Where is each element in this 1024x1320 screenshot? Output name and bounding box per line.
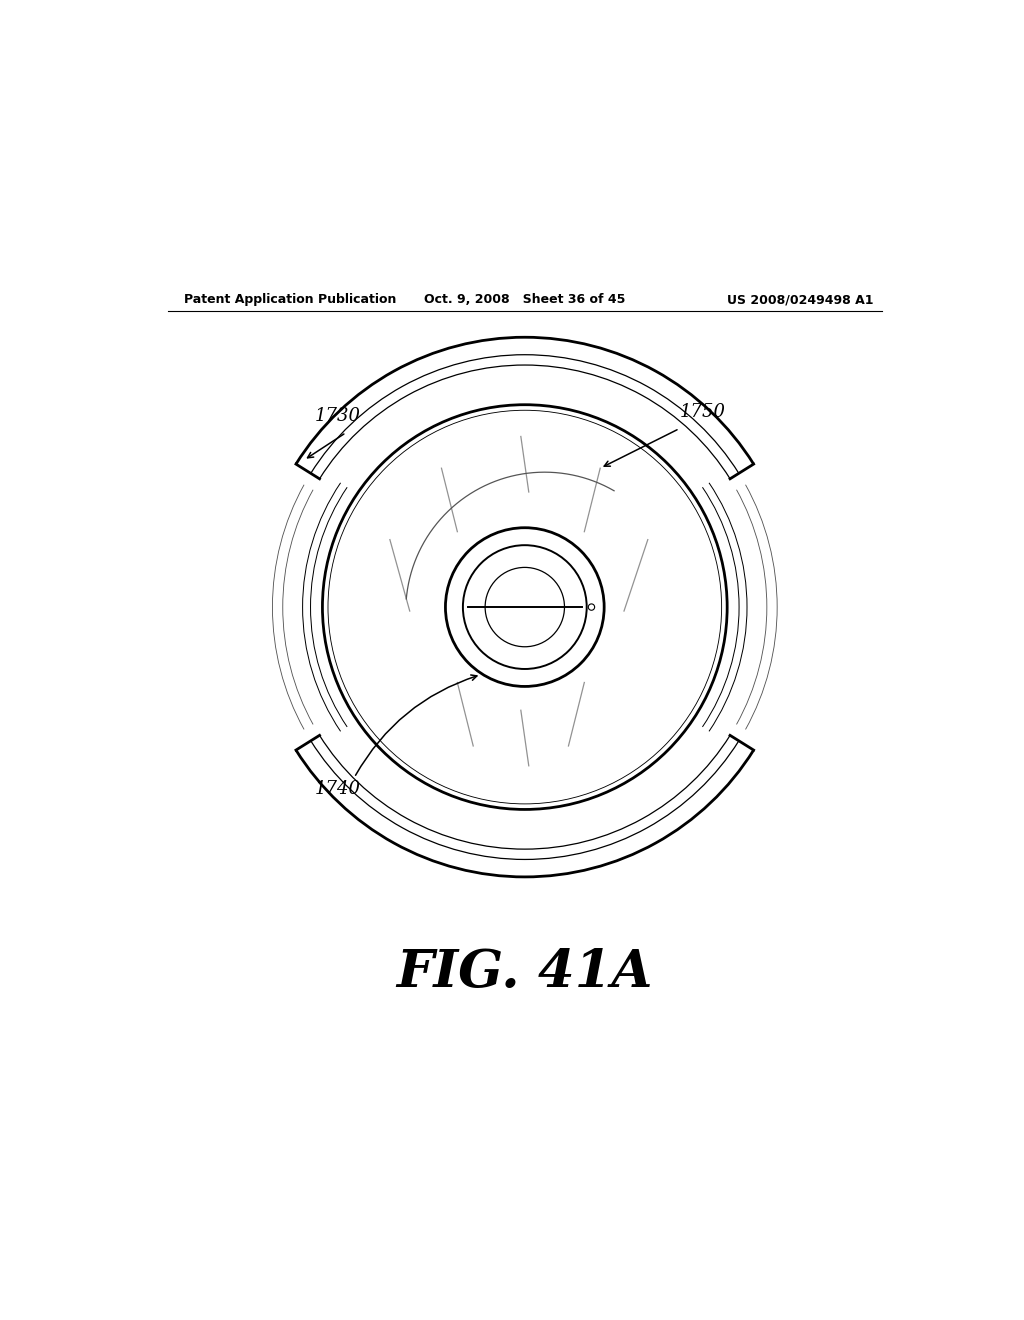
Text: US 2008/0249498 A1: US 2008/0249498 A1 bbox=[727, 293, 873, 306]
Text: 1730: 1730 bbox=[314, 407, 360, 425]
Text: Patent Application Publication: Patent Application Publication bbox=[183, 293, 396, 306]
Text: 1740: 1740 bbox=[314, 780, 360, 797]
Text: FIG. 41A: FIG. 41A bbox=[396, 946, 653, 998]
Text: 1750: 1750 bbox=[680, 403, 726, 421]
Text: Oct. 9, 2008   Sheet 36 of 45: Oct. 9, 2008 Sheet 36 of 45 bbox=[424, 293, 626, 306]
